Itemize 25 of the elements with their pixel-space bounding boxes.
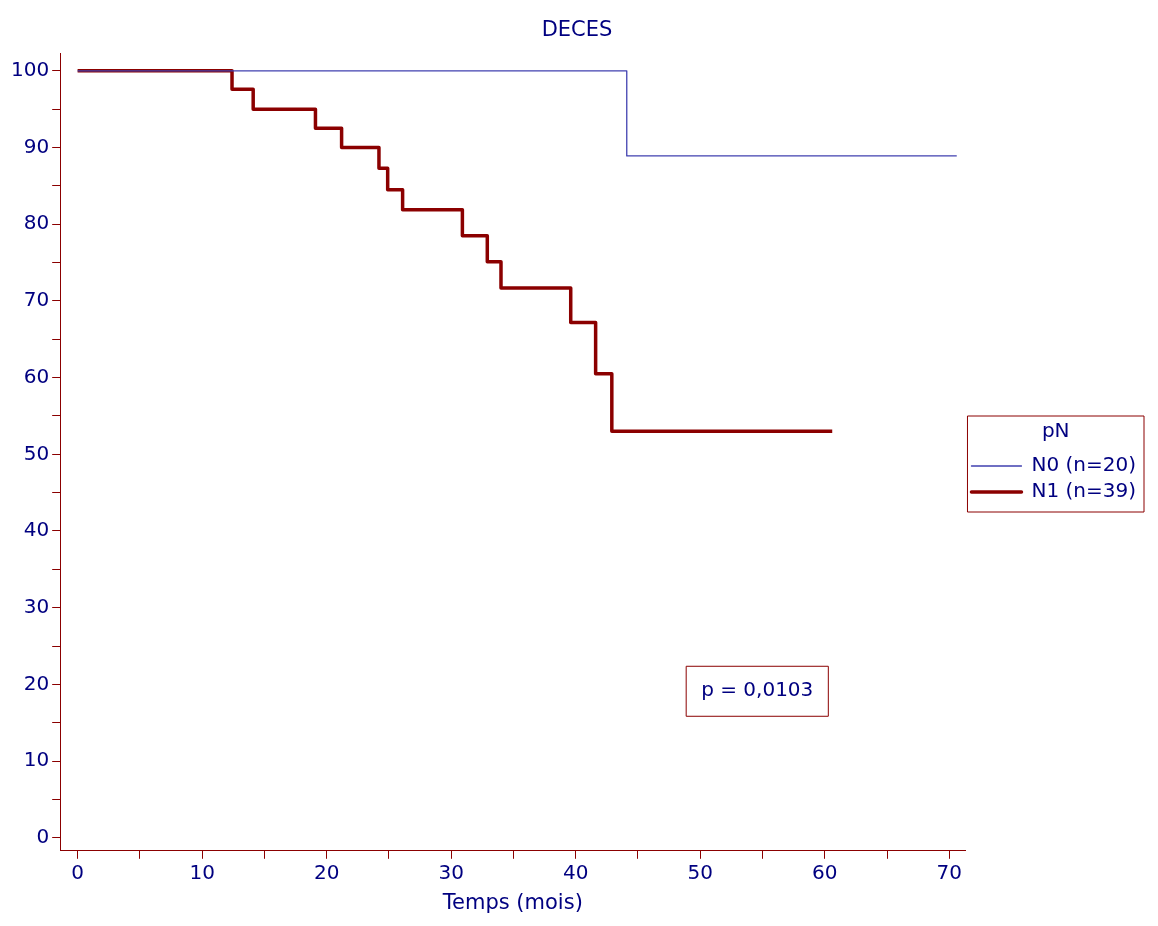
- x-tick-label: 40: [562, 860, 589, 884]
- x-tick-label: 20: [313, 860, 340, 884]
- x-axis-title: Temps (mois): [441, 889, 583, 914]
- legend-label: N0 (n=20): [1031, 452, 1136, 477]
- x-tick-label: 60: [812, 860, 838, 884]
- x-tick-label: 0: [71, 860, 84, 884]
- y-tick-label: 0: [36, 823, 50, 848]
- y-tick-label: 40: [23, 517, 50, 542]
- y-tick-label: 100: [10, 57, 50, 82]
- legend-title: pN: [1041, 418, 1070, 443]
- y-tick-label: 30: [23, 593, 50, 618]
- y-tick-label: 70: [23, 287, 50, 312]
- chart-title: DECES: [541, 17, 613, 42]
- y-tick-label: 60: [23, 363, 50, 388]
- y-tick-label: 80: [23, 210, 50, 235]
- x-tick-label: 70: [936, 860, 963, 884]
- annotation: p = 0,0103: [701, 677, 814, 702]
- x-tick-label: 30: [438, 860, 464, 884]
- y-tick-label: 90: [23, 133, 50, 158]
- y-tick-label: 10: [23, 747, 50, 772]
- x-tick-label: 50: [687, 860, 713, 884]
- y-tick-label: 20: [23, 670, 50, 695]
- legend-label: N1 (n=39): [1031, 478, 1136, 503]
- x-tick-label: 10: [189, 860, 215, 884]
- y-tick-label: 50: [23, 440, 50, 465]
